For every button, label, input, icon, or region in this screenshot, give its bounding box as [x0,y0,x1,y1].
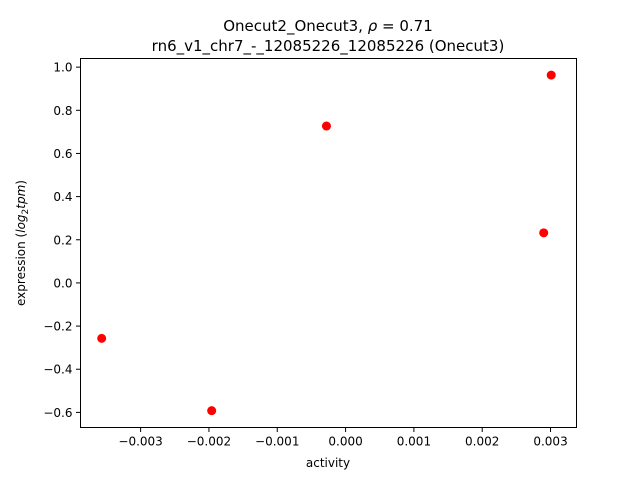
x-tick-label: 0.003 [533,435,567,449]
data-point [546,70,556,80]
x-tick-label: −0.002 [187,435,231,449]
x-axis-label: activity [306,456,350,470]
data-point [321,121,331,131]
y-tick-label: 0.0 [53,276,72,290]
chart-title-line2: rn6_v1_chr7_-_12085226_12085226 (Onecut3… [152,37,505,56]
x-tick-label: −0.001 [255,435,299,449]
y-tick-label: 0.4 [53,190,72,204]
y-tick-label: 0.8 [53,104,72,118]
x-tick-label: −0.003 [118,435,162,449]
y-tick-label: 0.2 [53,233,72,247]
y-tick-label: −0.6 [43,406,72,420]
x-tick-label: 0.001 [397,435,431,449]
data-point [97,333,107,343]
y-tick-label: −0.2 [43,320,72,334]
data-point [539,228,549,238]
y-axis-label: expression (log2tpm) [14,180,31,306]
y-tick-label: −0.4 [43,363,72,377]
plot-area [97,70,556,416]
x-tick-label: 0.002 [465,435,499,449]
plot-frame [80,58,577,428]
y-tick-label: 0.6 [53,147,72,161]
x-tick-label: 0.000 [328,435,362,449]
data-point [207,406,217,416]
y-tick-label: 1.0 [53,61,72,75]
chart-title-line1: Onecut2_Onecut3, ρ = 0.71 [223,17,433,36]
